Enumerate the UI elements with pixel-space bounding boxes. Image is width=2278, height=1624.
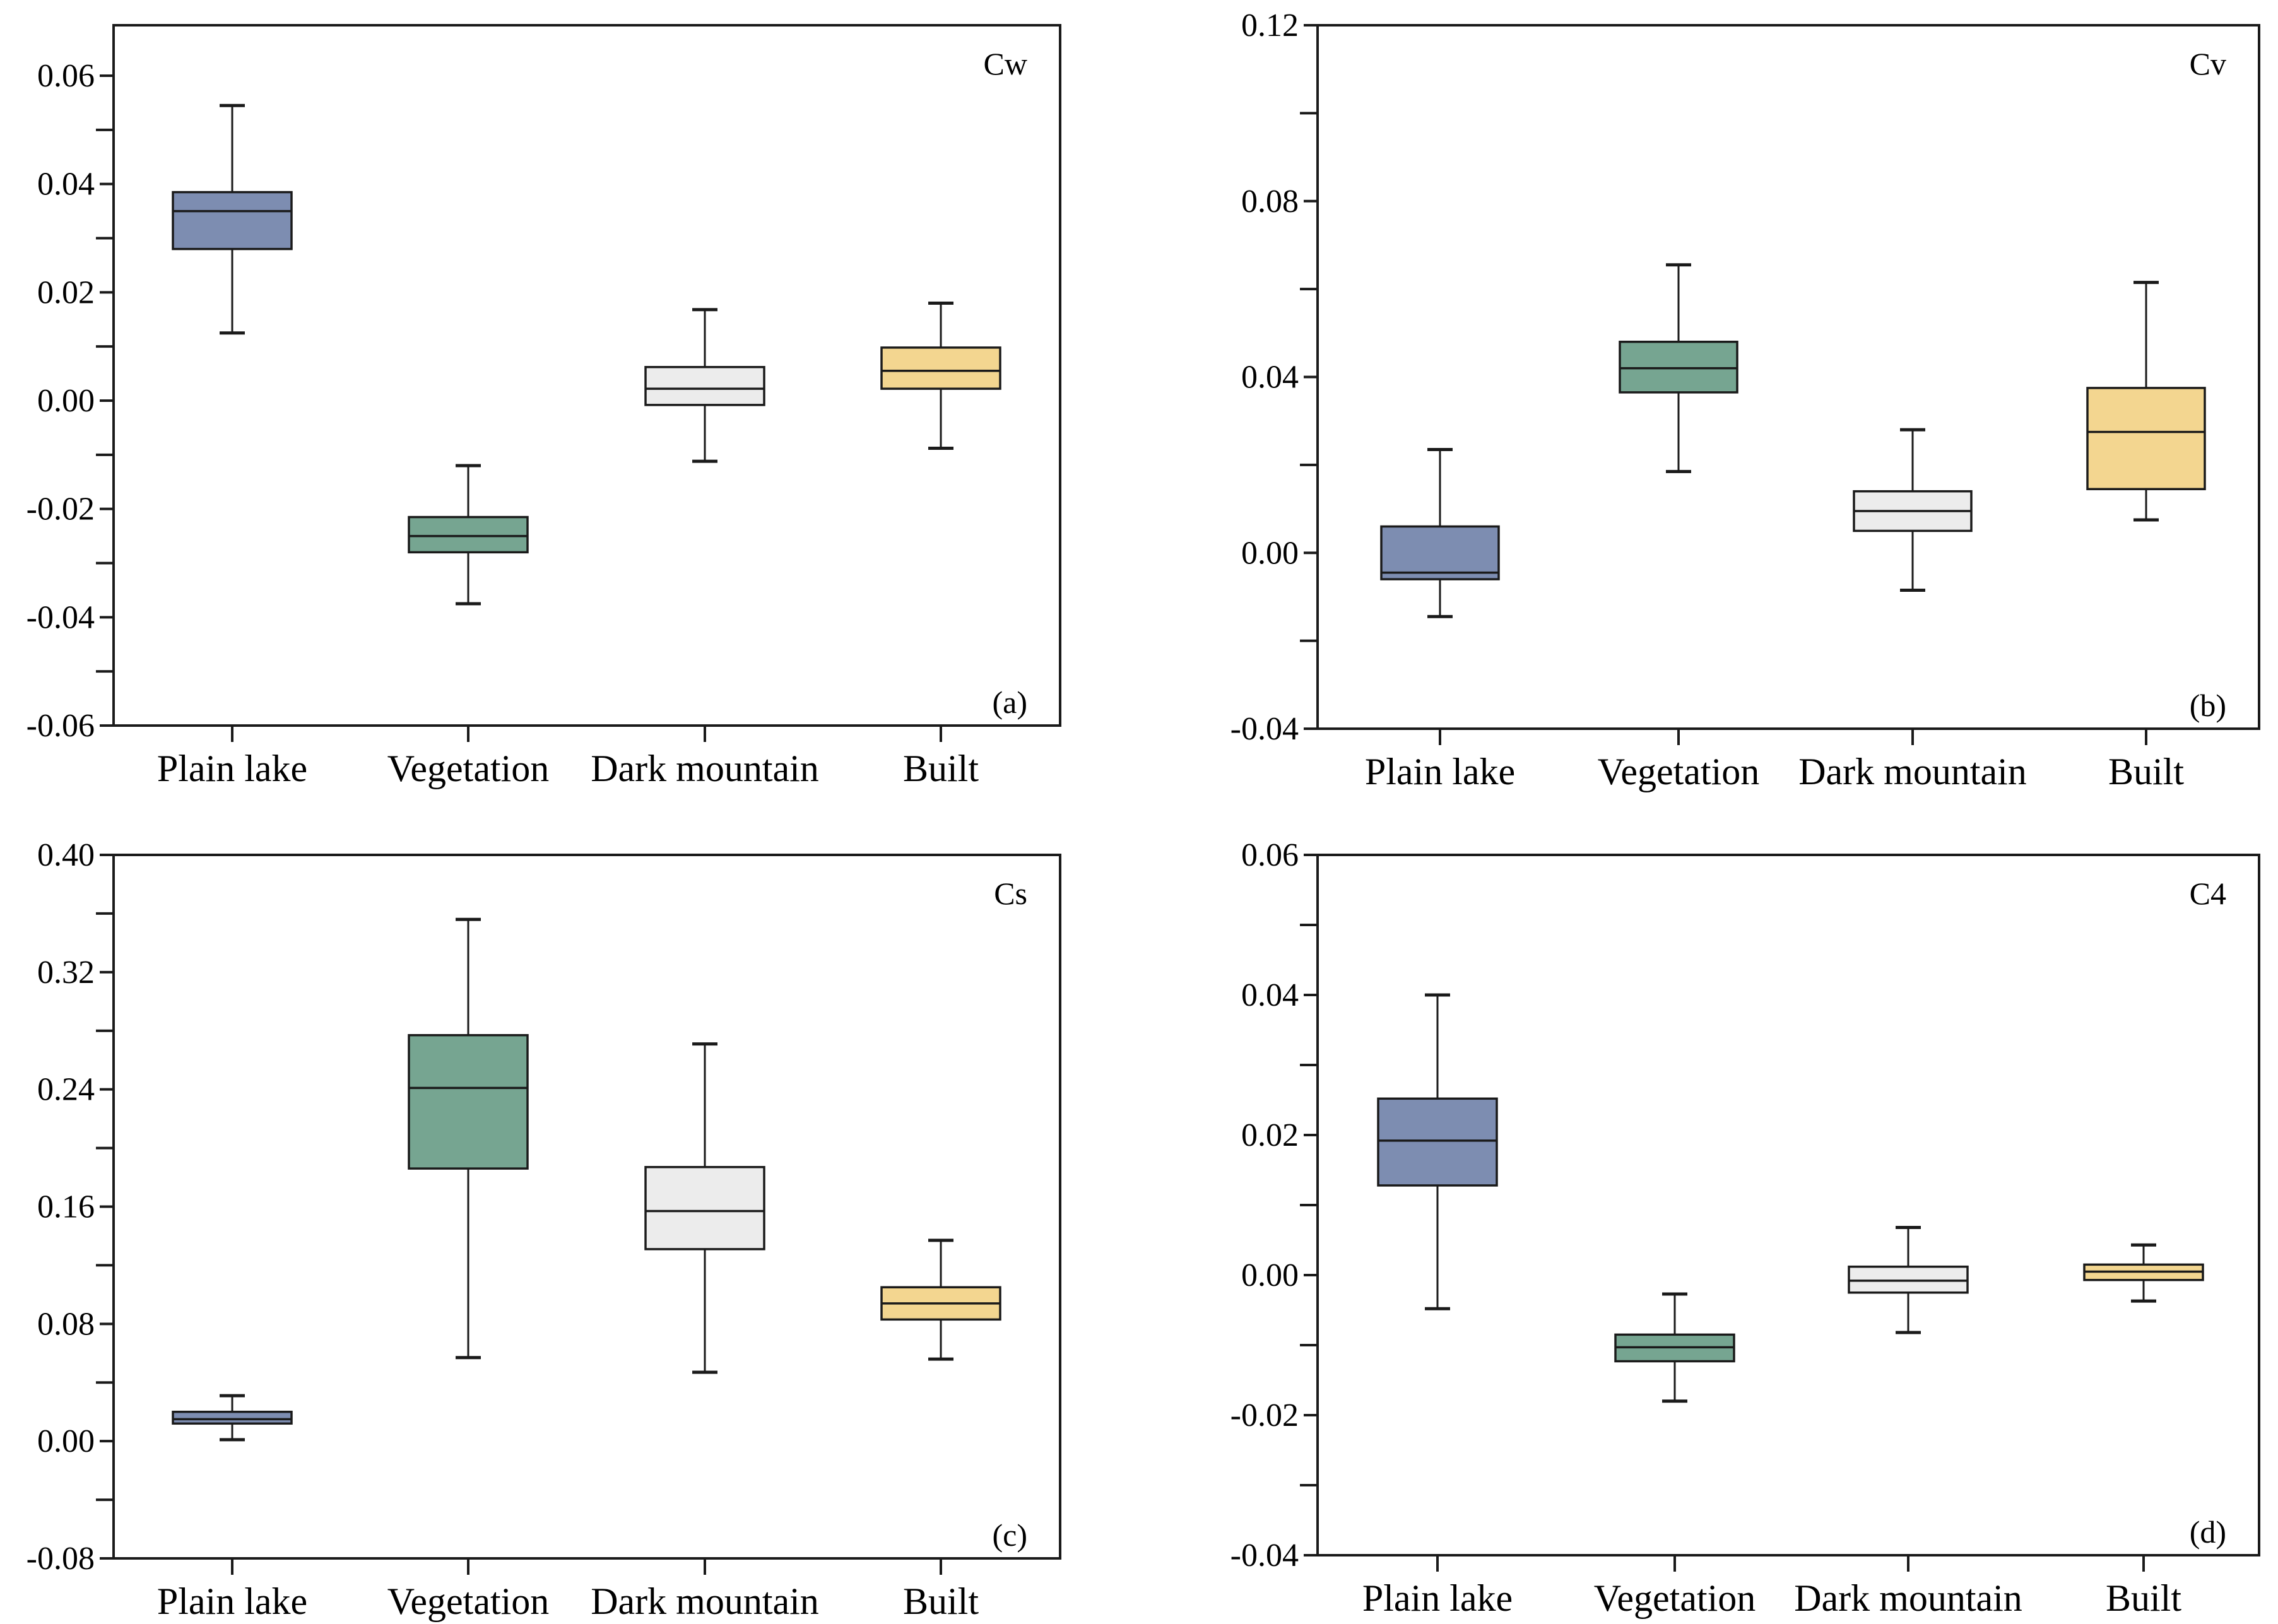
- iqr-box: [408, 515, 529, 554]
- x-tick-label: Dark mountain: [591, 748, 819, 789]
- iqr-box: [172, 1410, 293, 1425]
- x-tick-label: Built: [2106, 1577, 2181, 1619]
- box-vegetation: [408, 917, 529, 1360]
- y-tick-label: 0.00: [37, 383, 95, 419]
- y-tick-label: 0.00: [37, 1423, 95, 1459]
- y-tick-label: 0.32: [37, 955, 95, 991]
- box-plain-lake: [1380, 447, 1500, 618]
- y-tick-label: -0.02: [27, 491, 95, 527]
- box-plain-lake: [172, 103, 293, 335]
- y-tick-label: 0.12: [1241, 8, 1299, 44]
- box-built: [880, 302, 1001, 450]
- x-tick-label: Dark mountain: [1794, 1577, 2022, 1619]
- panel-tag: (a): [993, 685, 1028, 720]
- y-tick-label: 0.08: [37, 1306, 95, 1342]
- iqr-box: [2086, 387, 2206, 490]
- box-vegetation: [1614, 1292, 1735, 1403]
- panel-b: 0.12 0.08 0.04 0.00 -0.04 Plain lake Vegetatio…: [1230, 8, 2260, 792]
- box-built: [2083, 1243, 2204, 1303]
- panel-d: 0.06 0.04 0.02 0.00 -0.02 -0.04 Plain lake Vege…: [1230, 837, 2260, 1619]
- y-tick-label: -0.08: [27, 1541, 95, 1577]
- x-tick-label: Dark mountain: [1798, 751, 2027, 792]
- plot-frame: [112, 24, 1061, 727]
- box-built: [880, 1239, 1001, 1361]
- y-tick-label: 0.16: [37, 1189, 95, 1225]
- y-tick-label: 0.02: [1241, 1117, 1299, 1153]
- y-tick-label: -0.06: [27, 708, 95, 744]
- x-tick-label: Plain lake: [157, 748, 307, 789]
- x-tick-label: Built: [903, 748, 979, 789]
- panel-title: Cs: [994, 876, 1027, 911]
- panel-title: Cw: [984, 46, 1027, 81]
- y-tick-label: 0.02: [37, 274, 95, 310]
- panel-a: 0.06 0.04 0.02 0.00 -0.02 -0.04 -0.06 Plain lak…: [27, 24, 1061, 789]
- box-dark-mountain: [1853, 428, 1973, 592]
- y-tick-label: 0.08: [1241, 184, 1299, 220]
- box-vegetation: [1619, 263, 1738, 473]
- box-vegetation: [408, 464, 529, 606]
- y-tick-label: 0.04: [1241, 977, 1299, 1013]
- box-dark-mountain: [1848, 1226, 1969, 1334]
- iqr-box: [644, 366, 765, 406]
- y-tick-label: 0.04: [37, 167, 95, 203]
- panel-title: C4: [2190, 876, 2226, 911]
- x-tick-label: Built: [903, 1580, 979, 1622]
- y-tick-label: 0.00: [1241, 1257, 1299, 1293]
- y-tick-label: 0.24: [37, 1072, 95, 1108]
- x-tick-label: Plain lake: [157, 1580, 307, 1622]
- y-tick-label: -0.02: [1230, 1397, 1299, 1433]
- iqr-box: [644, 1166, 765, 1250]
- y-tick-label: 0.00: [1241, 535, 1299, 571]
- plot-frame: [1316, 24, 2260, 730]
- iqr-box: [1380, 525, 1500, 580]
- iqr-box: [1377, 1097, 1498, 1187]
- x-tick-label: Vegetation: [1594, 1577, 1756, 1619]
- y-tick-label: -0.04: [1230, 1538, 1299, 1574]
- x-tick-label: Plain lake: [1365, 751, 1515, 792]
- plot-frame: [112, 854, 1061, 1560]
- x-tick-label: Vegetation: [387, 748, 550, 789]
- y-tick-label: 0.06: [37, 58, 95, 94]
- iqr-box: [880, 346, 1001, 390]
- box-built: [2086, 281, 2206, 522]
- iqr-box: [172, 191, 293, 250]
- plot-frame: [1316, 854, 2260, 1556]
- panel-tag: (c): [993, 1517, 1028, 1553]
- y-tick-label: -0.04: [27, 599, 95, 635]
- panel-tag: (b): [2190, 688, 2226, 723]
- box-dark-mountain: [644, 1042, 765, 1374]
- x-tick-label: Vegetation: [1598, 751, 1760, 792]
- panel-c: 0.40 0.32 0.24 0.16 0.08 0.00 -0.08 Plain lake V…: [27, 837, 1061, 1622]
- y-tick-label: 0.06: [1241, 837, 1299, 873]
- x-tick-label: Dark mountain: [591, 1580, 819, 1622]
- x-tick-label: Built: [2108, 751, 2184, 792]
- panel-tag: (d): [2190, 1514, 2226, 1550]
- iqr-box: [408, 1033, 529, 1170]
- y-tick-label: 0.04: [1241, 360, 1299, 396]
- y-tick-label: -0.04: [1230, 711, 1299, 747]
- box-plain-lake: [172, 1394, 293, 1442]
- x-tick-label: Vegetation: [387, 1580, 550, 1622]
- y-tick-label: 0.40: [37, 837, 95, 873]
- box-dark-mountain: [644, 308, 765, 463]
- panel-title: Cv: [2190, 46, 2226, 81]
- x-tick-label: Plain lake: [1362, 1577, 1513, 1619]
- box-plain-lake: [1377, 993, 1498, 1310]
